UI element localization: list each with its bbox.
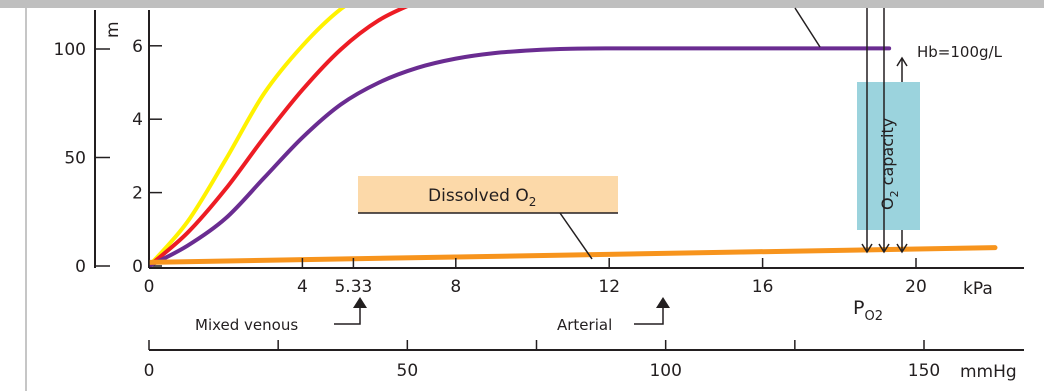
content-tick-label: 6 [132,37,143,57]
arterial-label: Arterial [557,316,612,334]
top-frame-bar [0,0,1044,8]
dissolved-label-sub: 2 [529,195,537,209]
mmhg-tick-label: 0 [144,361,155,381]
kpa-tick-label: 8 [450,277,461,297]
content-tick-label: 2 [132,184,143,204]
saturation-tick-label: 100 [54,40,86,60]
x-axis-title-sub: O2 [864,309,883,324]
dissolved-leader-line [559,212,593,260]
kpa-tick-label: 12 [598,277,620,297]
mmhg-tick-label: 50 [397,361,419,381]
arterial-arrow [634,306,664,325]
hb-curve [149,46,892,268]
saturation-tick-label: 0 [75,257,86,277]
dissolved-label: Dissolved O2 [428,186,536,209]
content-tick-label: 0 [132,257,143,277]
content-tick-label: 4 [132,110,143,130]
o2-capacity-arrows [861,8,908,254]
kpa-tick-label: 4 [297,277,308,297]
dissolved-label-box [358,176,618,213]
o2-capacity-label: O2 capacity [878,118,901,210]
red-curve [149,8,409,268]
o2-capacity-label-main: O [878,197,897,210]
content-axis-label-fragment: m [103,21,123,38]
kpa-tick-label: 16 [752,277,774,297]
dissolved-o2-line [149,245,998,265]
yellow-curve [149,8,346,268]
o2-capacity-label-rest: capacity [878,118,897,191]
hb-label: Hb=100g/L [917,43,1003,61]
kpa-tick-label: 20 [905,277,927,297]
kpa-tick-label: 0 [144,277,155,297]
x-axis-title: PO2 [853,297,883,324]
mmhg-unit-label: mmHg [960,362,1017,382]
mixed-venous-arrow [334,306,361,325]
arterial-arrowhead [656,297,670,308]
mixed-venous-arrowhead [353,297,367,308]
o2-capacity-label-sub: 2 [888,190,901,197]
kpa-tick-label: 5.33 [334,277,372,297]
mmhg-tick-label: 150 [908,361,940,381]
saturation-tick-label: 50 [64,149,86,169]
mixed-venous-label: Mixed venous [195,316,298,334]
hb-leader-line [794,7,821,48]
x-axis-title-main: P [853,297,864,319]
dissolved-label-main: Dissolved O [428,186,529,206]
mmhg-tick-label: 100 [649,361,681,381]
kpa-unit-label: kPa [963,279,993,299]
